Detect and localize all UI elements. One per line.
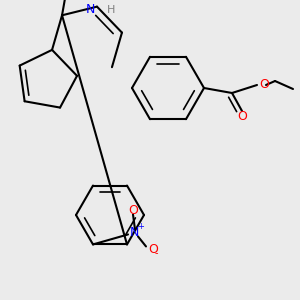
Text: N: N xyxy=(85,3,95,16)
Text: H: H xyxy=(107,4,116,15)
Text: N: N xyxy=(130,226,140,239)
Text: O: O xyxy=(148,243,158,256)
Text: O: O xyxy=(237,110,247,122)
Text: -: - xyxy=(155,248,158,258)
Text: O: O xyxy=(128,204,138,217)
Text: O: O xyxy=(259,79,269,92)
Text: +: + xyxy=(137,222,144,231)
